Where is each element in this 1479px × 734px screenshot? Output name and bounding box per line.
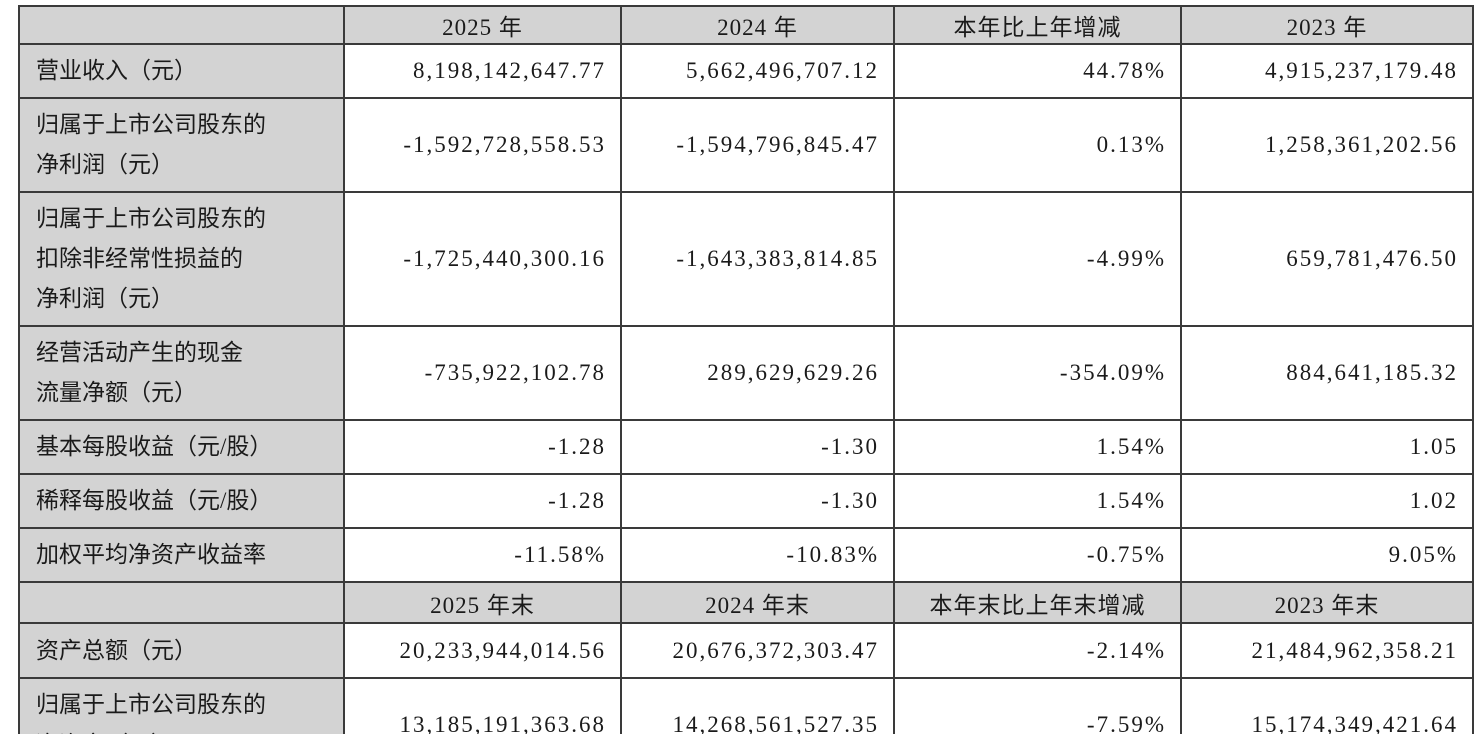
value-cell: 1.02	[1180, 473, 1474, 529]
value-cell: 1.54%	[893, 419, 1182, 475]
value-cell: -7.59%	[893, 677, 1182, 734]
value-cell: 4,915,237,179.48	[1180, 43, 1474, 99]
table-row-net-assets: 归属于上市公司股东的 净资产（元） 13,185,191,363.68 14,2…	[18, 677, 1474, 734]
value-cell: 1.54%	[893, 473, 1182, 529]
value-cell: 20,676,372,303.47	[620, 622, 895, 679]
blank-corner-cell	[18, 5, 345, 45]
value-cell: -11.58%	[343, 527, 622, 583]
col-header-2024-end: 2024 年末	[620, 581, 895, 624]
col-header-2023: 2023 年	[1180, 5, 1474, 45]
col-header-2024: 2024 年	[620, 5, 895, 45]
row-label: 营业收入（元）	[18, 43, 345, 99]
value-cell: 13,185,191,363.68	[343, 677, 622, 734]
value-cell: -1,725,440,300.16	[343, 191, 622, 327]
value-cell: -0.75%	[893, 527, 1182, 583]
value-cell: 289,629,629.26	[620, 325, 895, 421]
value-cell: -1.28	[343, 473, 622, 529]
table-row-net-profit-excl-nonrecurring: 归属于上市公司股东的 扣除非经常性损益的 净利润（元） -1,725,440,3…	[18, 191, 1474, 327]
value-cell: -354.09%	[893, 325, 1182, 421]
row-label: 稀释每股收益（元/股）	[18, 473, 345, 529]
value-cell: 9.05%	[1180, 527, 1474, 583]
col-header-2023-end: 2023 年末	[1180, 581, 1474, 624]
value-cell: 884,641,185.32	[1180, 325, 1474, 421]
value-cell: -735,922,102.78	[343, 325, 622, 421]
row-label: 经营活动产生的现金 流量净额（元）	[18, 325, 345, 421]
value-cell: -2.14%	[893, 622, 1182, 679]
blank-corner-cell	[18, 581, 345, 624]
col-header-yoy-end-change: 本年末比上年末增减	[893, 581, 1182, 624]
value-cell: 44.78%	[893, 43, 1182, 99]
value-cell: 5,662,496,707.12	[620, 43, 895, 99]
value-cell: -10.83%	[620, 527, 895, 583]
table-row-total-assets: 资产总额（元） 20,233,944,014.56 20,676,372,303…	[18, 622, 1474, 679]
value-cell: 14,268,561,527.35	[620, 677, 895, 734]
value-cell: -4.99%	[893, 191, 1182, 327]
row-label: 归属于上市公司股东的 净资产（元）	[18, 677, 345, 734]
period-end-header-row: 2025 年末 2024 年末 本年末比上年末增减 2023 年末	[18, 581, 1474, 624]
value-cell: 0.13%	[893, 97, 1182, 193]
value-cell: 8,198,142,647.77	[343, 43, 622, 99]
value-cell: 21,484,962,358.21	[1180, 622, 1474, 679]
row-label: 归属于上市公司股东的 净利润（元）	[18, 97, 345, 193]
value-cell: -1,592,728,558.53	[343, 97, 622, 193]
table-row-operating-cash-flow: 经营活动产生的现金 流量净额（元） -735,922,102.78 289,62…	[18, 325, 1474, 421]
table-row-weighted-avg-roe: 加权平均净资产收益率 -11.58% -10.83% -0.75% 9.05%	[18, 527, 1474, 583]
table-row-net-profit: 归属于上市公司股东的 净利润（元） -1,592,728,558.53 -1,5…	[18, 97, 1474, 193]
period-header-row: 2025 年 2024 年 本年比上年增减 2023 年	[18, 5, 1474, 45]
value-cell: -1.30	[620, 473, 895, 529]
col-header-2025: 2025 年	[343, 5, 622, 45]
col-header-2025-end: 2025 年末	[343, 581, 622, 624]
row-label: 资产总额（元）	[18, 622, 345, 679]
value-cell: 20,233,944,014.56	[343, 622, 622, 679]
value-cell: 1.05	[1180, 419, 1474, 475]
table-row-revenue: 营业收入（元） 8,198,142,647.77 5,662,496,707.1…	[18, 43, 1474, 99]
value-cell: -1.28	[343, 419, 622, 475]
table-row-diluted-eps: 稀释每股收益（元/股） -1.28 -1.30 1.54% 1.02	[18, 473, 1474, 529]
key-financials-table: 2025 年 2024 年 本年比上年增减 2023 年 营业收入（元） 8,1…	[18, 5, 1474, 734]
row-label: 归属于上市公司股东的 扣除非经常性损益的 净利润（元）	[18, 191, 345, 327]
col-header-yoy-change: 本年比上年增减	[893, 5, 1182, 45]
value-cell: 1,258,361,202.56	[1180, 97, 1474, 193]
value-cell: 15,174,349,421.64	[1180, 677, 1474, 734]
value-cell: -1,594,796,845.47	[620, 97, 895, 193]
value-cell: -1.30	[620, 419, 895, 475]
value-cell: 659,781,476.50	[1180, 191, 1474, 327]
row-label: 加权平均净资产收益率	[18, 527, 345, 583]
row-label: 基本每股收益（元/股）	[18, 419, 345, 475]
table-row-basic-eps: 基本每股收益（元/股） -1.28 -1.30 1.54% 1.05	[18, 419, 1474, 475]
value-cell: -1,643,383,814.85	[620, 191, 895, 327]
